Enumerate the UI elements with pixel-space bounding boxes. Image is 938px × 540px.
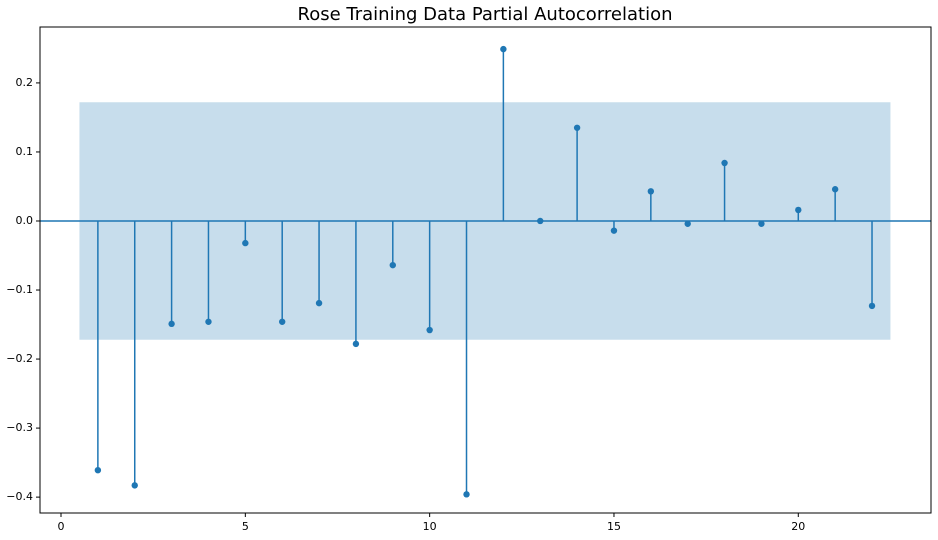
- stem-marker: [500, 45, 507, 53]
- stem-marker: [684, 220, 691, 227]
- stem-marker: [389, 261, 396, 269]
- y-tick-label: 0.0: [16, 214, 34, 227]
- x-tick-label: 20: [791, 520, 805, 533]
- y-tick-label: −0.4: [6, 490, 33, 503]
- stem-marker: [94, 466, 102, 474]
- x-tick-label: 5: [242, 520, 249, 533]
- y-tick-label: −0.2: [6, 352, 33, 365]
- x-tick-label: 15: [607, 520, 621, 533]
- stem-marker: [831, 186, 839, 193]
- stem-marker: [168, 320, 175, 328]
- y-tick-label: −0.3: [6, 421, 33, 434]
- stem-marker: [868, 302, 876, 310]
- x-tick-label: 0: [58, 520, 65, 533]
- chart-title: Rose Training Data Partial Autocorrelati…: [298, 4, 673, 25]
- stem-marker: [205, 318, 212, 325]
- stem-marker: [537, 217, 544, 225]
- stem-marker: [352, 340, 360, 348]
- stem-marker: [426, 326, 433, 334]
- y-tick-label: 0.1: [16, 145, 34, 158]
- stem-marker: [573, 124, 581, 131]
- stem-marker: [610, 227, 618, 234]
- stem-marker: [795, 206, 802, 214]
- stem-marker: [315, 299, 323, 307]
- stem-marker: [758, 220, 765, 227]
- stem-marker: [463, 491, 470, 498]
- y-tick-label: 0.2: [16, 76, 34, 89]
- stem-marker: [131, 482, 138, 489]
- stem-marker: [721, 159, 728, 167]
- plot-frame: [39, 26, 932, 514]
- stem-marker: [647, 188, 655, 195]
- stem-marker: [242, 239, 249, 247]
- stem-marker: [278, 318, 286, 325]
- y-tick-label: −0.1: [6, 283, 33, 296]
- x-tick-label: 10: [423, 520, 437, 533]
